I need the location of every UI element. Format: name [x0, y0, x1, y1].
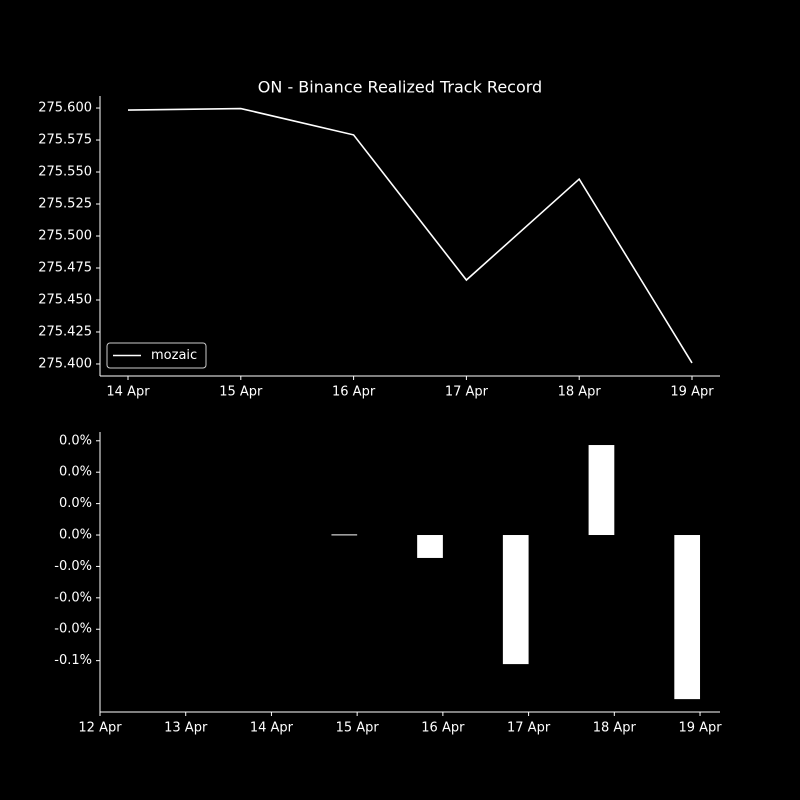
y-tick-label: 275.400 — [38, 356, 92, 371]
x-tick-label: 16 Apr — [332, 385, 376, 400]
x-tick-label: 15 Apr — [219, 385, 263, 400]
y-tick-label: -0.1% — [54, 653, 92, 668]
chart-title: ON - Binance Realized Track Record — [258, 78, 542, 97]
x-tick-label: 19 Apr — [678, 721, 722, 736]
x-tick-label: 17 Apr — [445, 385, 489, 400]
line-series — [127, 107, 693, 364]
x-tick-label: 18 Apr — [593, 721, 637, 736]
x-tick-label: 17 Apr — [507, 721, 551, 736]
y-tick-label: 275.525 — [38, 197, 92, 212]
x-tick-label: 15 Apr — [336, 721, 380, 736]
y-tick-label: 275.575 — [38, 133, 92, 148]
bar — [674, 535, 701, 700]
y-tick-label: 275.475 — [38, 260, 92, 275]
bar — [588, 445, 615, 536]
y-tick-label: 275.600 — [38, 101, 92, 116]
bar — [417, 535, 443, 558]
x-tick-label: 19 Apr — [670, 385, 714, 400]
y-tick-label: 275.500 — [38, 229, 92, 244]
y-tick-label: 275.550 — [38, 165, 92, 180]
y-tick-label: 0.0% — [59, 433, 92, 448]
x-tick-label: 14 Apr — [250, 721, 294, 736]
bar — [331, 534, 358, 536]
y-tick-label: -0.0% — [54, 622, 92, 637]
y-tick-label: 275.425 — [38, 324, 92, 339]
legend-label: mozaic — [151, 348, 197, 363]
y-tick-label: 0.0% — [59, 465, 92, 480]
y-tick-label: 0.0% — [59, 496, 92, 511]
y-tick-label: -0.0% — [54, 590, 92, 605]
x-tick-label: 13 Apr — [164, 721, 208, 736]
y-tick-label: 275.450 — [38, 292, 92, 307]
y-tick-label: -0.0% — [54, 559, 92, 574]
x-tick-label: 16 Apr — [421, 721, 465, 736]
legend-box — [106, 342, 207, 369]
x-tick-label: 14 Apr — [106, 385, 150, 400]
x-tick-label: 12 Apr — [78, 721, 122, 736]
bar — [502, 535, 529, 665]
x-tick-label: 18 Apr — [558, 385, 602, 400]
y-tick-label: 0.0% — [59, 528, 92, 543]
